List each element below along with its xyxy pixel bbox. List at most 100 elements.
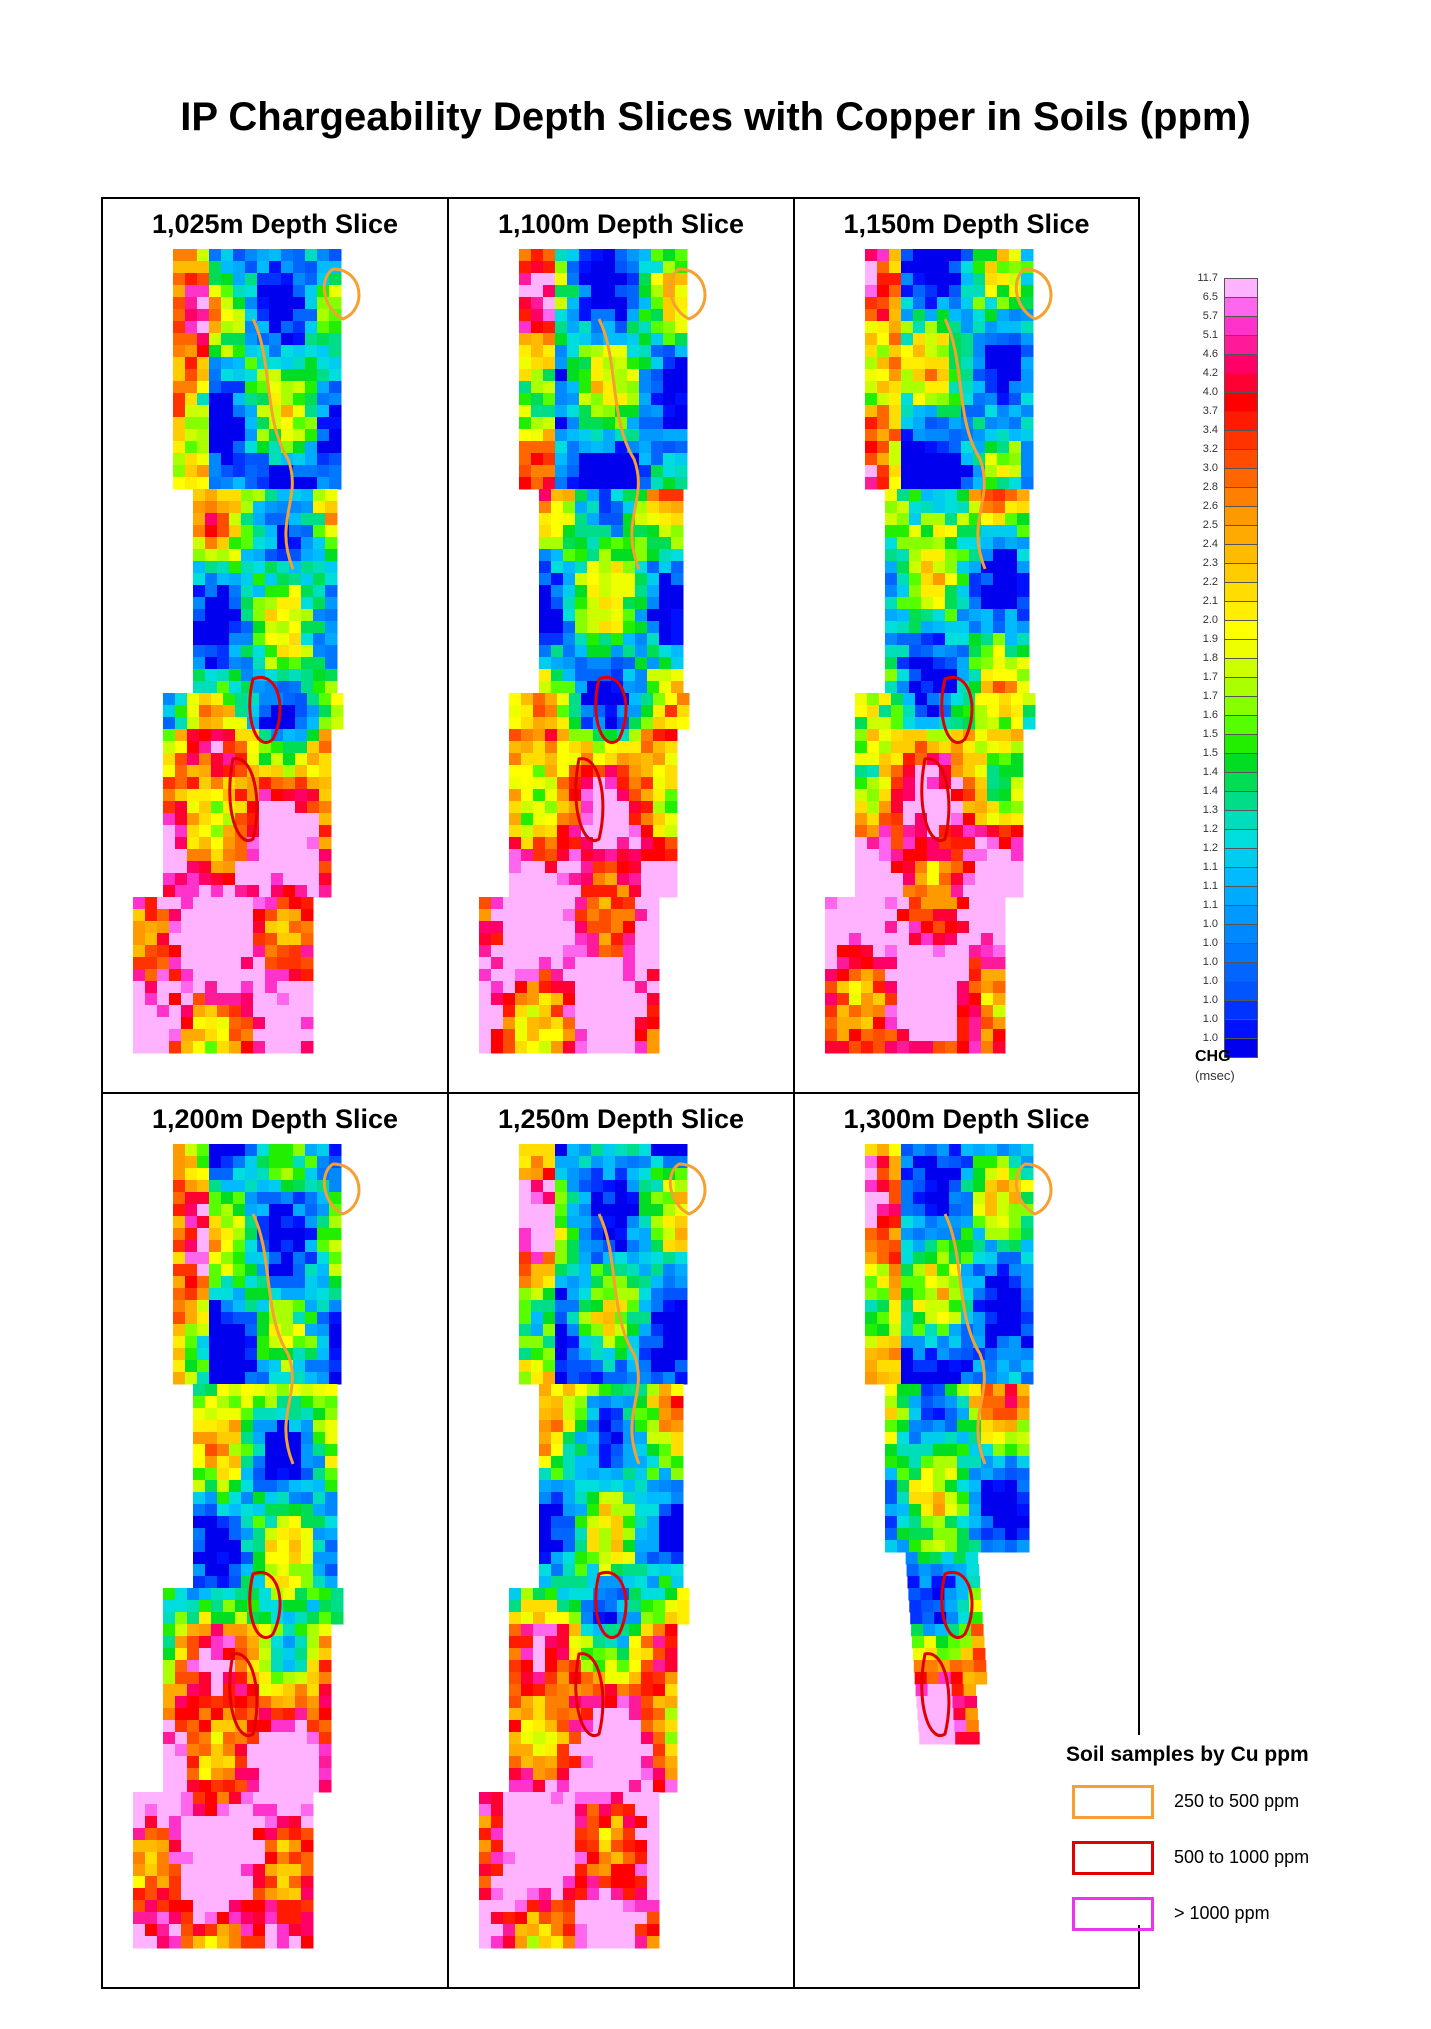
scale-tick-label: 3.7 bbox=[1202, 405, 1218, 417]
scale-tick-label: 1.5 bbox=[1202, 747, 1218, 759]
scale-tick-label: 1.0 bbox=[1202, 918, 1218, 930]
scale-color-bin bbox=[1224, 1038, 1258, 1058]
scale-color-bin bbox=[1224, 316, 1258, 336]
legend-label: 250 to 500 ppm bbox=[1174, 1791, 1300, 1811]
scale-color-bin bbox=[1224, 677, 1258, 697]
scale-color-bin bbox=[1224, 753, 1258, 773]
scale-tick-label: 11.7 bbox=[1197, 272, 1218, 284]
scale-color-bin bbox=[1224, 620, 1258, 640]
scale-color-bin bbox=[1224, 392, 1258, 412]
scale-color-bin bbox=[1224, 924, 1258, 944]
scale-color-bin bbox=[1224, 981, 1258, 1001]
scale-tick-label: 1.0 bbox=[1202, 1013, 1218, 1025]
scale-tick-label: 1.1 bbox=[1202, 861, 1218, 873]
chargeability-map bbox=[133, 249, 361, 1054]
scale-color-bin bbox=[1224, 487, 1258, 507]
scale-color-bin bbox=[1224, 696, 1258, 716]
scale-tick-label: 1.8 bbox=[1202, 652, 1218, 664]
scale-tick-label: 1.6 bbox=[1202, 709, 1218, 721]
legend-swatch-gt-1000 bbox=[1072, 1897, 1154, 1931]
depth-slice-panel-1100: 1,100m Depth Slice bbox=[449, 199, 793, 1092]
legend-swatch-500-1000 bbox=[1072, 1841, 1154, 1875]
scale-color-bin bbox=[1224, 449, 1258, 469]
scale-tick-label: 4.0 bbox=[1202, 386, 1218, 398]
scale-tick-label: 1.0 bbox=[1202, 956, 1218, 968]
scale-tick-label: 1.1 bbox=[1202, 880, 1218, 892]
panel-title: 1,025m Depth Slice bbox=[151, 209, 399, 239]
scale-color-bin bbox=[1224, 544, 1258, 564]
panel-title: 1,250m Depth Slice bbox=[497, 1104, 745, 1134]
scale-tick-label: 1.7 bbox=[1202, 671, 1218, 683]
scale-tick-label: 1.4 bbox=[1202, 785, 1218, 797]
scale-color-bin bbox=[1224, 1000, 1258, 1020]
scale-color-bin bbox=[1224, 506, 1258, 526]
scale-color-bin bbox=[1224, 468, 1258, 488]
legend-label: > 1000 ppm bbox=[1174, 1903, 1270, 1923]
scale-color-bin bbox=[1224, 411, 1258, 431]
panel-title: 1,300m Depth Slice bbox=[843, 1104, 1090, 1134]
scale-tick-label: 3.0 bbox=[1202, 462, 1218, 474]
scale-tick-label: 2.8 bbox=[1202, 481, 1218, 493]
scale-tick-label: 1.0 bbox=[1202, 975, 1218, 987]
scale-tick-label: 6.5 bbox=[1202, 291, 1218, 303]
chargeability-map bbox=[865, 1144, 1053, 1745]
chargeability-map bbox=[133, 1144, 361, 1949]
scale-color-bin bbox=[1224, 563, 1258, 583]
scale-tick-label: 2.3 bbox=[1202, 557, 1218, 569]
scale-color-bin bbox=[1224, 639, 1258, 659]
scale-tick-label: 2.2 bbox=[1202, 576, 1218, 588]
scale-color-bin bbox=[1224, 354, 1258, 374]
scale-tick-label: 2.6 bbox=[1202, 500, 1218, 512]
scale-color-bin bbox=[1224, 335, 1258, 355]
scale-tick-label: 1.3 bbox=[1202, 804, 1218, 816]
scale-color-bin bbox=[1224, 582, 1258, 602]
scale-color-bin bbox=[1224, 962, 1258, 982]
scale-color-bin bbox=[1224, 734, 1258, 754]
scale-tick-label: 3.2 bbox=[1202, 443, 1218, 455]
panel-title: 1,100m Depth Slice bbox=[497, 209, 745, 239]
scale-tick-label: 1.0 bbox=[1202, 994, 1218, 1006]
scale-tick-label: 3.4 bbox=[1202, 424, 1218, 436]
scale-unit-label: CHG bbox=[1195, 1048, 1231, 1065]
scale-color-bin bbox=[1224, 1019, 1258, 1039]
scale-color-bin bbox=[1224, 829, 1258, 849]
legend-title: Soil samples by Cu ppm bbox=[1066, 1743, 1309, 1766]
scale-tick-label: 1.7 bbox=[1202, 690, 1218, 702]
scale-color-bin bbox=[1224, 886, 1258, 906]
depth-slice-panel-1300: 1,300m Depth Slice bbox=[795, 1094, 1138, 1987]
scale-color-bin bbox=[1224, 278, 1258, 298]
scale-color-bin bbox=[1224, 430, 1258, 450]
soil-sample-legend: Soil samples by Cu ppm 250 to 500 ppm 50… bbox=[1060, 1735, 1320, 1931]
grid-divider bbox=[103, 1092, 1138, 1094]
legend-label: 500 to 1000 ppm bbox=[1174, 1847, 1310, 1867]
chargeability-map bbox=[479, 1144, 707, 1949]
scale-color-bin bbox=[1224, 810, 1258, 830]
scale-tick-label: 2.5 bbox=[1202, 519, 1218, 531]
depth-slice-panel-1200: 1,200m Depth Slice bbox=[103, 1094, 447, 1987]
depth-slice-grid: 1,025m Depth Slice 1,100m Depth Slice 1,… bbox=[101, 197, 1140, 1989]
scale-color-bin bbox=[1224, 715, 1258, 735]
scale-tick-label: 5.1 bbox=[1202, 329, 1218, 341]
scale-tick-label: 4.6 bbox=[1202, 348, 1218, 360]
legend-swatch-250-500 bbox=[1072, 1785, 1154, 1819]
scale-tick-label: 2.1 bbox=[1202, 595, 1218, 607]
scale-tick-label: 2.4 bbox=[1202, 538, 1218, 550]
scale-unit: (msec) bbox=[1195, 1068, 1235, 1083]
scale-color-bin bbox=[1224, 601, 1258, 621]
scale-tick-label: 1.0 bbox=[1202, 937, 1218, 949]
scale-tick-label: 1.0 bbox=[1202, 1032, 1218, 1044]
chargeability-map bbox=[825, 249, 1053, 1054]
scale-tick-label: 5.7 bbox=[1202, 310, 1218, 322]
scale-tick-label: 2.0 bbox=[1202, 614, 1218, 626]
scale-color-bin bbox=[1224, 373, 1258, 393]
panel-title: 1,200m Depth Slice bbox=[151, 1104, 399, 1134]
depth-slice-panel-1250: 1,250m Depth Slice bbox=[449, 1094, 793, 1987]
chargeability-map bbox=[479, 249, 707, 1054]
scale-color-bin bbox=[1224, 943, 1258, 963]
figure-title: IP Chargeability Depth Slices with Coppe… bbox=[180, 95, 1251, 139]
scale-tick-label: 1.4 bbox=[1202, 766, 1218, 778]
scale-color-bin bbox=[1224, 848, 1258, 868]
scale-tick-label: 1.1 bbox=[1202, 899, 1218, 911]
scale-color-bin bbox=[1224, 658, 1258, 678]
scale-tick-label: 1.2 bbox=[1202, 842, 1218, 854]
